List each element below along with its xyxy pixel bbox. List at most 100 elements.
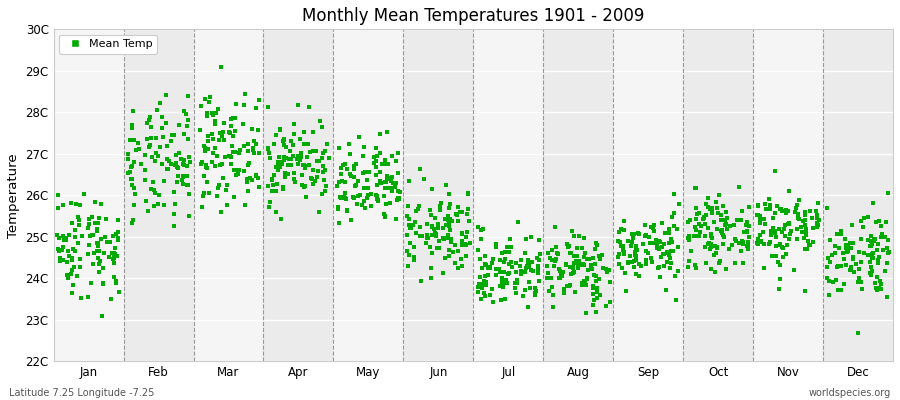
Point xyxy=(448,260,463,266)
Point xyxy=(554,271,568,277)
Point xyxy=(348,182,363,188)
Point xyxy=(501,260,516,267)
Point xyxy=(56,202,70,208)
Point xyxy=(386,179,400,186)
Point xyxy=(702,245,716,252)
Point xyxy=(701,240,716,246)
Point xyxy=(206,136,220,142)
Point xyxy=(228,149,242,155)
Point xyxy=(442,252,456,259)
Point xyxy=(864,238,878,244)
Point xyxy=(799,226,814,232)
Point xyxy=(657,241,671,247)
Y-axis label: Temperature: Temperature xyxy=(7,153,20,238)
Point xyxy=(424,274,438,281)
Point xyxy=(404,224,419,231)
Point xyxy=(701,225,716,231)
Point xyxy=(369,192,383,198)
Point xyxy=(205,150,220,156)
Point xyxy=(369,145,383,152)
Point xyxy=(505,263,519,270)
Point xyxy=(519,265,534,271)
Point xyxy=(612,260,626,267)
Point xyxy=(238,91,253,97)
Point xyxy=(306,180,320,187)
Point xyxy=(552,266,566,272)
Point xyxy=(148,134,163,141)
Point xyxy=(710,244,724,250)
Point xyxy=(699,211,714,218)
Point xyxy=(589,278,603,284)
Point xyxy=(705,210,719,216)
Point xyxy=(181,181,195,188)
Point xyxy=(109,280,123,286)
Point xyxy=(486,298,500,305)
Point xyxy=(585,266,599,272)
Point xyxy=(863,270,878,276)
Point xyxy=(229,101,243,107)
Point xyxy=(356,185,371,191)
Point xyxy=(704,231,718,238)
Point xyxy=(143,186,157,192)
Point xyxy=(629,243,643,249)
Point xyxy=(704,244,718,250)
Point xyxy=(176,157,191,163)
Point xyxy=(795,229,809,235)
Point xyxy=(681,235,696,242)
Point xyxy=(518,235,533,242)
Point xyxy=(856,223,870,230)
Point xyxy=(618,288,633,295)
Point xyxy=(261,146,275,152)
Point xyxy=(806,239,820,246)
Point xyxy=(451,218,465,224)
Point xyxy=(712,260,726,266)
Point xyxy=(127,202,141,208)
Point xyxy=(420,232,435,238)
Bar xyxy=(403,29,473,361)
Point xyxy=(413,166,428,172)
Point xyxy=(861,237,876,244)
Point xyxy=(666,247,680,254)
Point xyxy=(772,242,787,248)
Point xyxy=(864,250,878,257)
Point xyxy=(338,194,352,201)
Point xyxy=(291,102,305,108)
Point xyxy=(592,253,607,260)
Point xyxy=(167,132,182,138)
Point xyxy=(91,242,105,248)
Point xyxy=(688,262,702,268)
Point xyxy=(212,182,227,188)
Point xyxy=(751,212,765,218)
Point xyxy=(585,302,599,308)
Point xyxy=(682,258,697,264)
Point xyxy=(88,220,103,226)
Point xyxy=(90,248,104,254)
Point xyxy=(303,148,318,155)
Point xyxy=(284,138,298,144)
Point xyxy=(642,234,656,240)
Point xyxy=(138,176,152,183)
Point xyxy=(855,286,869,292)
Point xyxy=(297,162,311,168)
Point xyxy=(458,241,473,247)
Point xyxy=(144,154,158,160)
Point xyxy=(583,262,598,269)
Point xyxy=(589,309,603,316)
Point xyxy=(532,236,546,243)
Point xyxy=(285,153,300,159)
Point xyxy=(317,176,331,183)
Point xyxy=(172,122,186,128)
Point xyxy=(412,233,427,240)
Point xyxy=(228,114,242,121)
Point xyxy=(425,224,439,230)
Point xyxy=(880,190,895,196)
Point xyxy=(589,273,603,279)
Point xyxy=(844,240,859,246)
Point xyxy=(773,206,788,212)
Point xyxy=(95,280,110,286)
Point xyxy=(124,220,139,226)
Point xyxy=(493,282,508,289)
Point xyxy=(51,246,66,252)
Point xyxy=(871,260,886,266)
Point xyxy=(476,226,491,232)
